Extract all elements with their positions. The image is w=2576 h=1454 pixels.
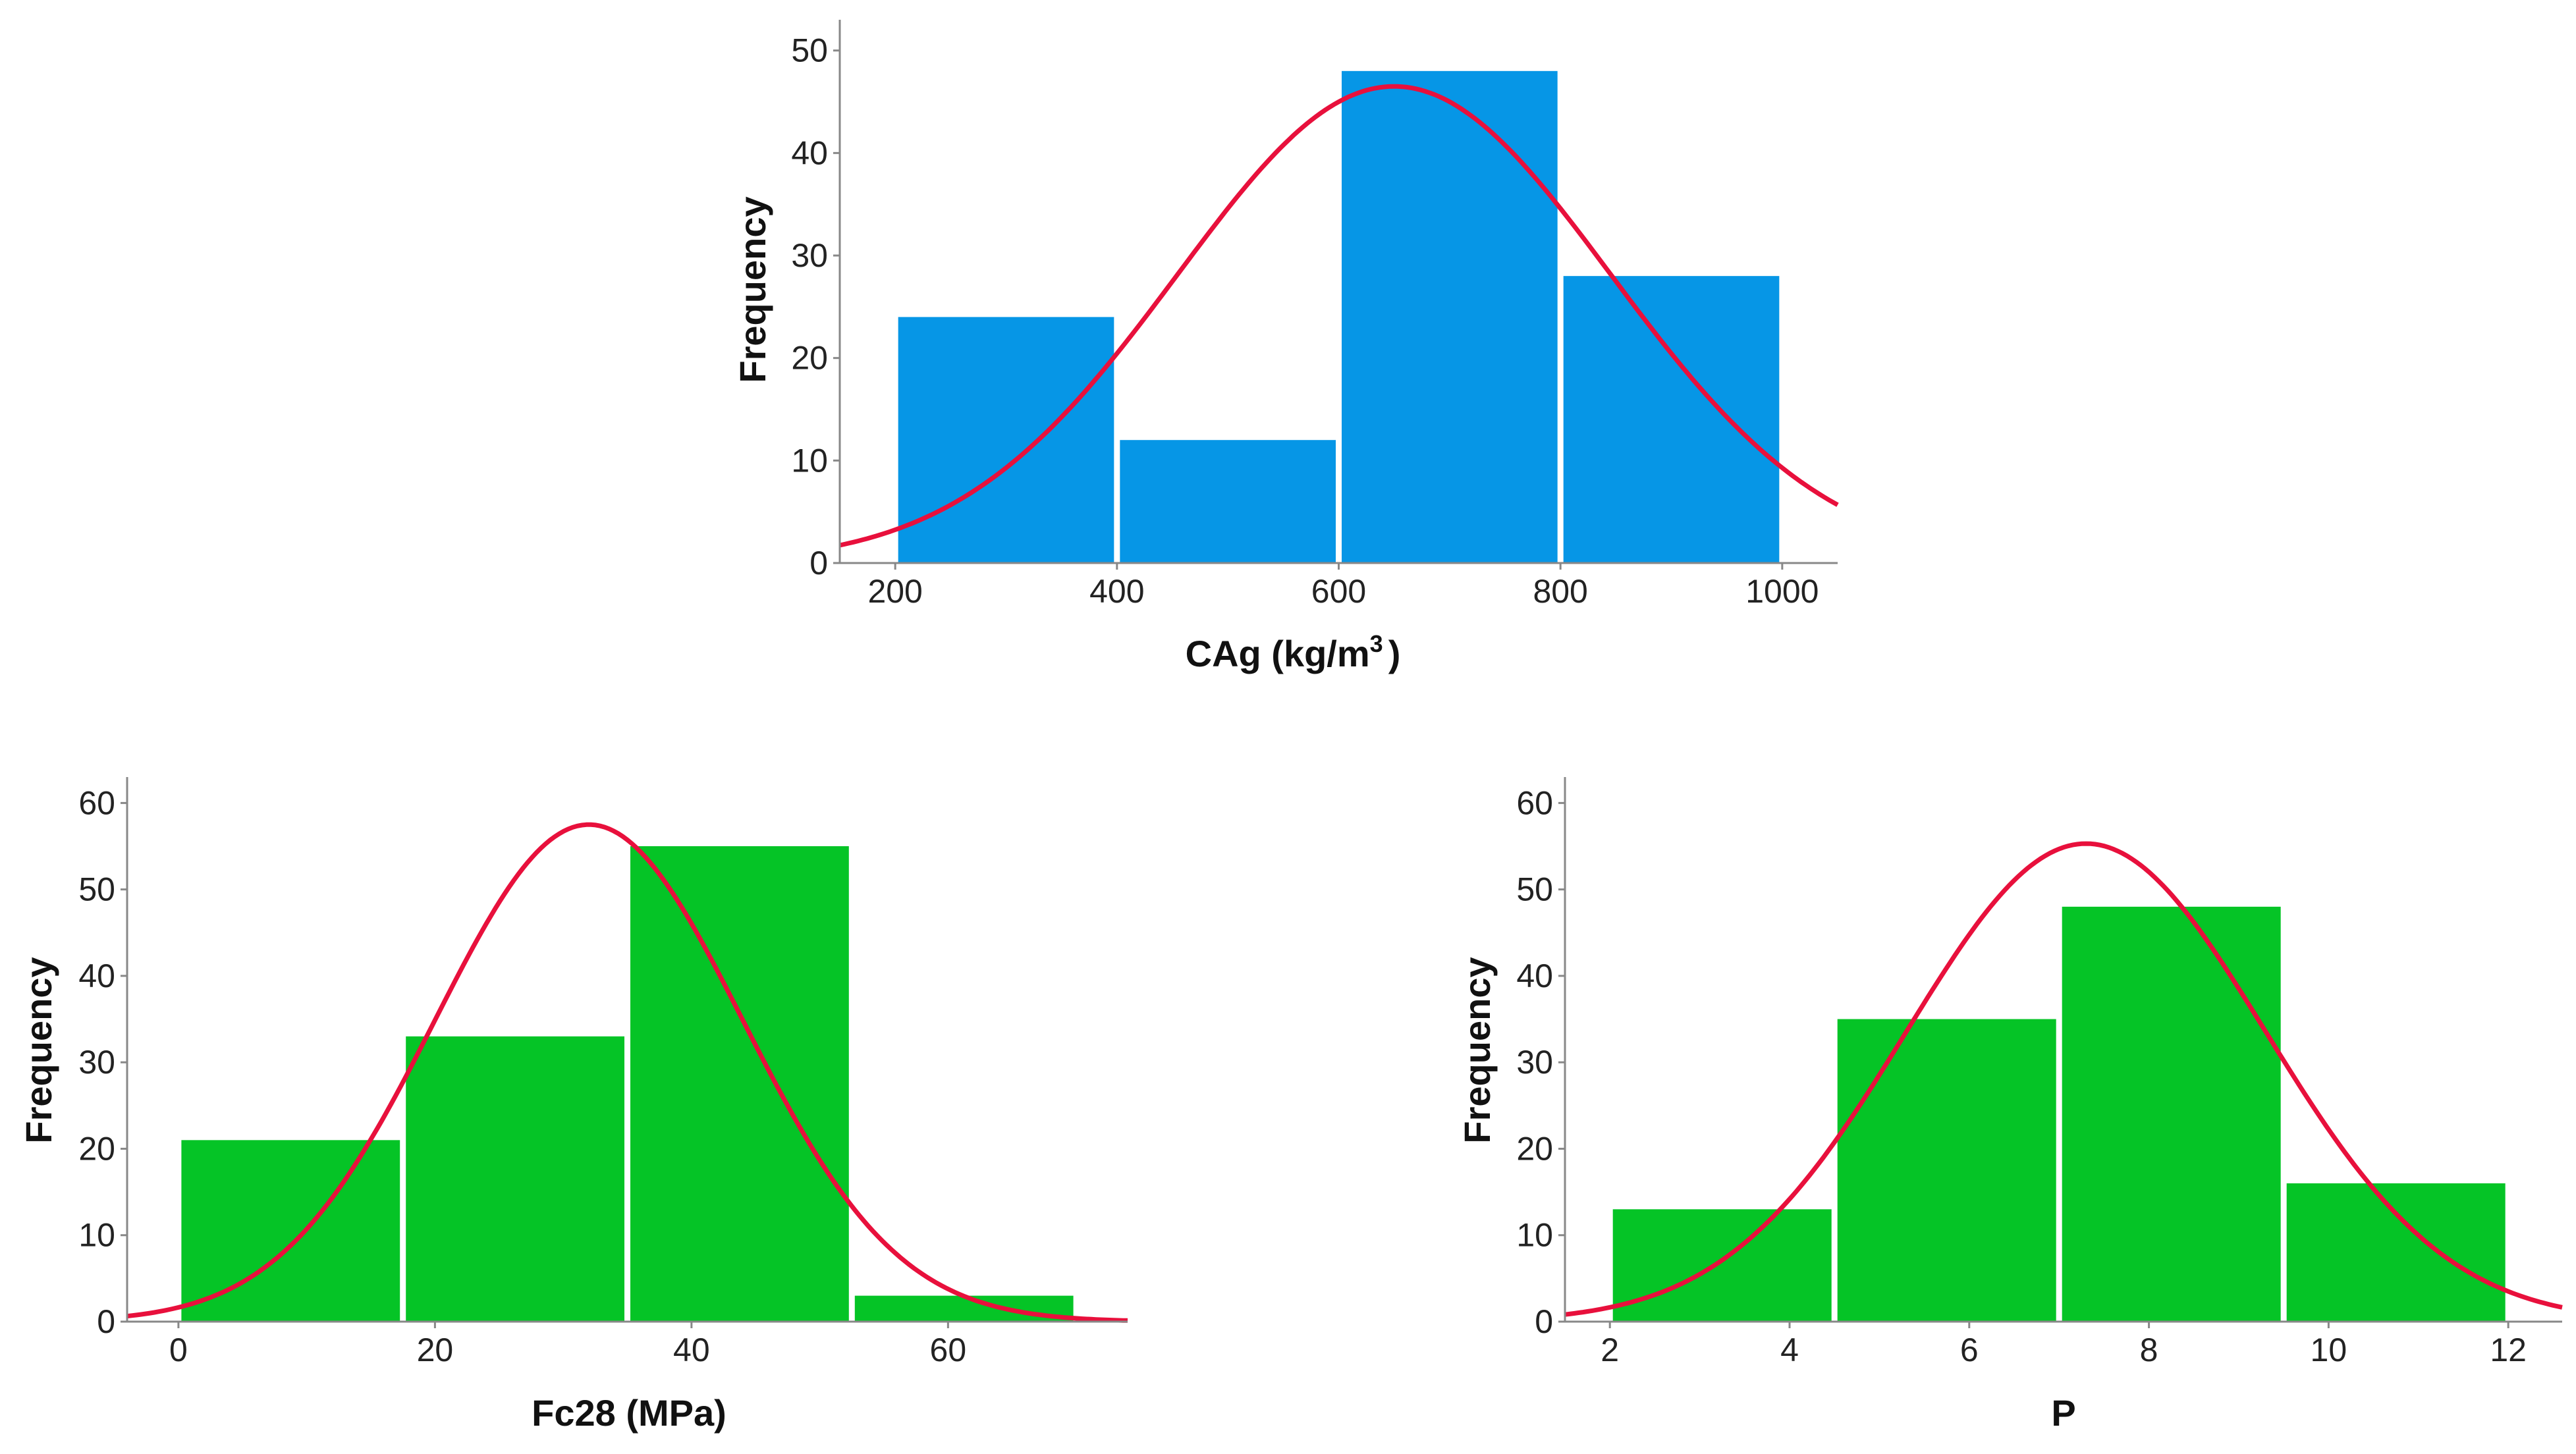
cag-normal-curve [839,84,1839,548]
p-x-ticks: 2 4 6 8 10 12 [1601,1322,2527,1368]
cag-y-ticks: 0 10 20 30 40 50 [791,32,840,581]
chart-cag-histogram: 200 400 600 800 1000 0 10 20 30 40 50 CAg (kg/m3)… [732,20,1839,674]
p-y-tick-label: 10 [1516,1217,1553,1254]
cag-x-tick-label: 600 [1311,573,1366,610]
p-y-tick-label: 30 [1516,1044,1553,1081]
cag-bar-4 [1563,276,1780,563]
fc28-x-tick-label: 0 [169,1332,188,1368]
fc28-y-tick-label: 40 [78,957,115,994]
p-y-tick-label: 50 [1516,871,1553,908]
fc28-y-ticks: 0 10 20 30 40 50 60 [78,784,127,1340]
fc28-x-tick-label: 60 [930,1332,967,1368]
chart-p-histogram: 2 4 6 8 10 12 0 10 20 30 40 50 60 P Frequency [1456,777,2563,1434]
fc28-bar-4 [854,1295,1074,1322]
p-y-axis-label: Frequency [1456,957,1498,1143]
p-x-tick-label: 12 [2490,1332,2527,1368]
cag-y-tick-label: 10 [791,442,828,479]
cag-y-tick-label: 30 [791,237,828,274]
p-y-tick-label: 0 [1535,1303,1553,1340]
p-bar-2 [1837,1019,2056,1322]
cag-x-ticks: 200 400 600 800 1000 [867,563,1819,610]
fc28-y-tick-label: 0 [97,1303,115,1340]
cag-y-axis-label: Frequency [732,196,773,383]
p-x-tick-label: 8 [2140,1332,2158,1368]
cag-y-tick-label: 0 [809,545,828,581]
p-y-tick-label: 40 [1516,957,1553,994]
fc28-x-axis-label: Fc28 (MPa) [532,1392,726,1434]
fc28-x-tick-label: 40 [673,1332,710,1368]
fc28-y-tick-label: 30 [78,1044,115,1081]
cag-y-tick-label: 50 [791,32,828,69]
p-x-tick-label: 4 [1780,1332,1799,1368]
p-bar-1 [1612,1209,1832,1322]
fc28-x-ticks: 0 20 40 60 [169,1322,966,1368]
fc28-y-tick-label: 10 [78,1217,115,1254]
p-y-ticks: 0 10 20 30 40 50 60 [1516,784,1565,1340]
fc28-normal-curve [126,822,1128,1323]
p-x-tick-label: 2 [1601,1332,1619,1368]
cag-y-tick-label: 20 [791,340,828,377]
cag-x-tick-label: 1000 [1745,573,1819,610]
p-bar-3 [2062,906,2281,1322]
cag-bar-3 [1342,70,1558,563]
fc28-bar-1 [181,1140,400,1322]
fc28-y-tick-label: 20 [78,1130,115,1167]
p-x-axis-label: P [2051,1392,2075,1434]
p-y-tick-label: 60 [1516,784,1553,821]
fc28-x-tick-label: 20 [417,1332,454,1368]
cag-x-tick-label: 800 [1533,573,1587,610]
p-normal-curve [1564,841,2563,1317]
p-x-tick-label: 10 [2311,1332,2347,1368]
p-bars [1612,906,2506,1322]
cag-x-axis-label: CAg (kg/m3) [1186,630,1401,674]
fc28-axes [126,777,1128,1323]
p-axes [1564,777,2562,1323]
fc28-bars [181,846,1074,1322]
fc28-bar-2 [406,1036,624,1322]
cag-bar-2 [1120,440,1336,563]
p-y-tick-label: 20 [1516,1130,1553,1167]
cag-x-tick-label: 400 [1089,573,1144,610]
fc28-y-axis-label: Frequency [18,957,59,1143]
cag-x-tick-label: 200 [867,573,922,610]
cag-bars [898,70,1780,563]
p-bar-4 [2286,1183,2506,1322]
fc28-y-tick-label: 60 [78,784,115,821]
p-x-tick-label: 6 [1960,1332,1979,1368]
cag-y-tick-label: 40 [791,134,828,171]
cag-bar-1 [898,317,1114,563]
fc28-y-tick-label: 50 [78,871,115,908]
fc28-bar-3 [630,846,849,1322]
chart-fc28-histogram: 0 20 40 60 0 10 20 30 40 50 60 Fc28 (MPa) Frequen… [18,777,1128,1434]
